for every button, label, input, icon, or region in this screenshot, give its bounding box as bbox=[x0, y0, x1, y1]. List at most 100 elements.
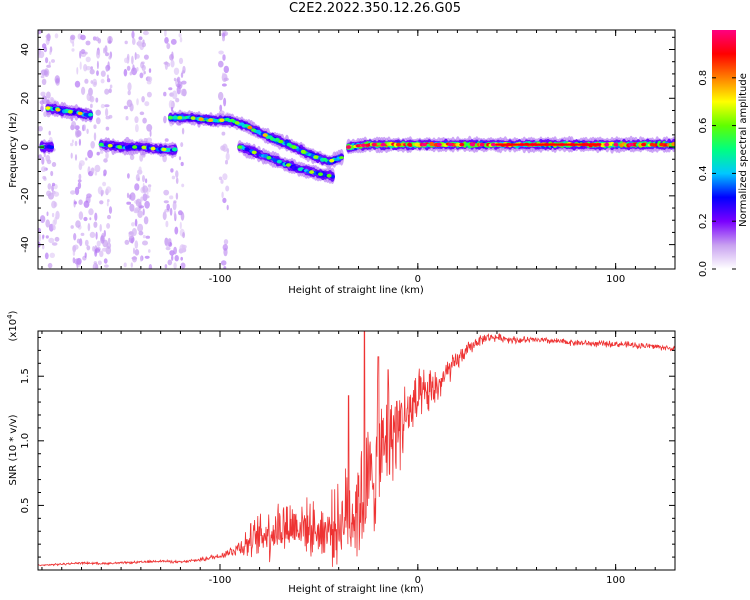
spectrogram-noise-cell bbox=[92, 36, 97, 41]
snr-x-tick-label: 100 bbox=[606, 575, 625, 586]
spectrogram-noise-cell bbox=[100, 78, 105, 84]
spectrogram-noise-cell bbox=[107, 40, 112, 44]
spectrogram-noise-cell bbox=[99, 200, 104, 205]
spectrogram-noise-cell bbox=[148, 249, 151, 253]
spectrogram-noise-cell bbox=[73, 233, 77, 241]
spectrogram-noise-cell bbox=[41, 156, 45, 165]
spectrogram-peak-cell bbox=[208, 118, 214, 122]
spectrogram-peak-cell bbox=[361, 143, 366, 147]
spectrogram-noise-cell bbox=[93, 132, 97, 141]
spectrogram-noise-cell bbox=[107, 61, 110, 71]
spectrogram-noise-cell bbox=[79, 160, 85, 167]
spectrogram-peak-cell bbox=[407, 142, 413, 147]
spectrogram-noise-cell bbox=[226, 204, 229, 211]
spectrogram-peak-cell bbox=[421, 142, 427, 147]
spectrogram-noise-cell bbox=[103, 173, 106, 177]
spectrogram-x-tick-label: 100 bbox=[606, 274, 625, 285]
snr-plot-area bbox=[38, 331, 675, 567]
spectrogram-x-axis: -100 0 100 bbox=[41, 30, 676, 285]
spectrogram-noise-cell bbox=[51, 162, 57, 167]
spectrogram-noise-cell bbox=[50, 170, 54, 177]
spectrogram-noise-cell bbox=[51, 200, 57, 209]
spectrogram-noise-cell bbox=[223, 97, 227, 107]
spectrogram-noise-cell bbox=[170, 38, 177, 45]
spectrogram-peak-cell bbox=[613, 142, 619, 147]
spectrogram-noise-cell bbox=[163, 91, 167, 97]
colorbar-gradient bbox=[712, 30, 736, 269]
spectrogram-noise-cell bbox=[144, 200, 150, 209]
spectrogram-peak-cell bbox=[436, 142, 442, 147]
spectrogram-noise-cell bbox=[222, 54, 226, 61]
spectrogram-noise-cell bbox=[134, 218, 138, 227]
spectrogram-noise-cell bbox=[135, 198, 142, 207]
spectrogram-noise-cell bbox=[38, 154, 42, 159]
spectrogram-noise-cell bbox=[39, 100, 45, 105]
snr-panel: -100 0 100 0.5 1.0 1.5 Height of straight li… bbox=[6, 310, 676, 595]
spectrogram-noise-cell bbox=[38, 125, 43, 132]
spectrogram-noise-cell bbox=[169, 54, 174, 61]
spectrogram-noise-cell bbox=[105, 152, 109, 159]
spectrogram-noise-cell bbox=[148, 185, 151, 193]
spectrogram-plot-area bbox=[38, 30, 675, 269]
spectrogram-noise-cell bbox=[93, 221, 98, 228]
spectrogram-noise-cell bbox=[94, 212, 98, 221]
spectrogram-x-tick-label: 0 bbox=[415, 274, 421, 285]
spectrogram-noise-cell bbox=[181, 183, 185, 188]
spectrogram-noise-cell bbox=[178, 57, 184, 65]
spectrogram-noise-cell bbox=[220, 179, 224, 184]
spectrogram-noise-cell bbox=[221, 72, 225, 80]
spectrogram-noise-cell bbox=[78, 173, 82, 180]
spectrogram-noise-cell bbox=[89, 217, 92, 221]
colorbar-tick-label: 0.2 bbox=[698, 213, 709, 229]
spectrogram-noise-cell bbox=[48, 237, 55, 244]
spectrogram-noise-cell bbox=[143, 216, 149, 225]
spectrogram-peak-cell bbox=[479, 142, 485, 147]
spectrogram-noise-cell bbox=[218, 176, 223, 181]
snr-frame bbox=[37, 330, 676, 571]
spectrogram-noise-cell bbox=[71, 48, 75, 52]
spectrogram-noise-cell bbox=[173, 67, 180, 76]
spectrogram-noise-cell bbox=[71, 139, 74, 143]
spectrogram-noise-cell bbox=[54, 236, 60, 242]
spectrogram-cell bbox=[49, 145, 54, 150]
snr-y-tick-label: 1.0 bbox=[20, 433, 31, 449]
spectrogram-noise-cell bbox=[164, 238, 170, 247]
spectrogram-noise-cell bbox=[76, 67, 79, 75]
spectrogram-peak-cell bbox=[297, 167, 303, 172]
colorbar-tick-label: 0.0 bbox=[698, 261, 709, 277]
spectrogram-peak-cell bbox=[266, 156, 272, 160]
spectrogram-noise-cell bbox=[102, 181, 107, 187]
spectrogram-noise-cell bbox=[79, 61, 82, 70]
snr-y-axis: 0.5 1.0 1.5 bbox=[20, 336, 675, 558]
spectrogram-noise-cell bbox=[225, 185, 230, 192]
spectrogram-peak-cell bbox=[346, 145, 352, 149]
spectrogram-noise-cell bbox=[74, 140, 78, 147]
snr-scale-multiplier: (x104) bbox=[6, 310, 19, 341]
colorbar-tick-label: 0.6 bbox=[698, 118, 709, 134]
spectrogram-peak-cell bbox=[251, 150, 257, 155]
spectrogram-y-tick-label: -40 bbox=[20, 236, 31, 252]
spectrogram-noise-cell bbox=[173, 77, 177, 82]
spectrogram-noise-cell bbox=[164, 264, 168, 269]
spectrogram-peak-cell bbox=[161, 147, 167, 152]
spectrogram-noise-cell bbox=[124, 57, 128, 63]
spectrogram-noise-cell bbox=[169, 207, 173, 216]
spectrogram-noise-cell bbox=[45, 219, 50, 228]
spectrogram-noise-cell bbox=[99, 224, 102, 232]
spectrogram-noise-cell bbox=[147, 76, 153, 83]
spectrogram-noise-cell bbox=[75, 129, 80, 138]
spectrogram-noise-cell bbox=[166, 62, 171, 67]
spectrogram-noise-cell bbox=[85, 56, 91, 63]
spectrogram-noise-cell bbox=[53, 191, 60, 197]
spectrogram-peak-cell bbox=[234, 121, 240, 125]
spectrogram-noise-cell bbox=[174, 255, 179, 262]
spectrogram-noise-cell bbox=[107, 214, 111, 220]
spectrogram-noise-cell bbox=[180, 72, 184, 78]
spectrogram-peak-cell bbox=[237, 145, 243, 149]
spectrogram-peak-cell bbox=[45, 106, 51, 110]
spectrogram-noise-cell bbox=[73, 244, 79, 250]
spectrogram-noise-cell bbox=[141, 96, 145, 103]
spectrogram-peak-cell bbox=[190, 116, 196, 120]
spectrogram-peak-cell bbox=[300, 149, 306, 154]
